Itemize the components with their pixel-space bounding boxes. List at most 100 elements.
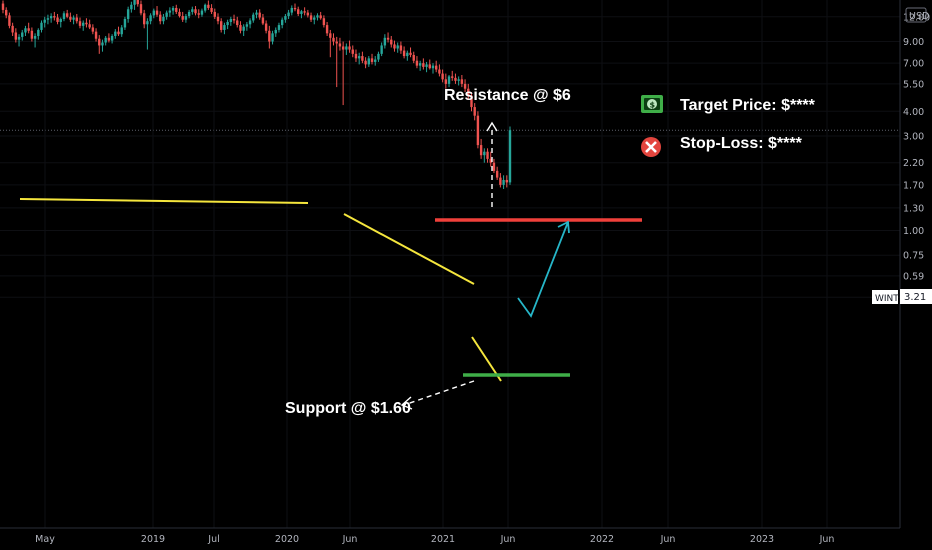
candle — [98, 35, 101, 54]
candle-body — [293, 7, 297, 10]
candle — [287, 9, 290, 19]
candle — [136, 0, 139, 7]
candle — [175, 4, 178, 14]
candle-body — [329, 33, 332, 38]
y-tick-label: 3.00 — [903, 132, 924, 143]
candle-body — [479, 145, 483, 156]
candle-body — [495, 170, 499, 178]
candle — [383, 34, 387, 49]
support-label: Support @ $1.60 — [285, 400, 411, 417]
candle — [332, 33, 335, 46]
candle — [329, 29, 332, 58]
candle-body — [502, 179, 505, 185]
candle — [91, 24, 95, 35]
candles — [1, 0, 512, 190]
candle — [171, 6, 175, 15]
x-tick-label: 2021 — [431, 534, 455, 545]
candle — [56, 13, 59, 25]
candle — [438, 64, 441, 77]
candle — [191, 6, 194, 15]
candle-body — [101, 42, 104, 46]
candle — [223, 22, 226, 35]
candle — [297, 6, 300, 17]
candle-body — [139, 4, 143, 14]
candle — [322, 15, 326, 28]
candle-body — [8, 15, 11, 26]
candle — [114, 29, 117, 39]
candle-body — [348, 46, 351, 50]
y-tick-label: 2.20 — [903, 158, 924, 169]
candle — [441, 69, 444, 83]
support-arrowhead — [400, 396, 413, 410]
candle — [245, 21, 249, 31]
candle-body — [300, 11, 303, 14]
candle — [486, 148, 489, 163]
candle-body — [483, 151, 486, 156]
candle — [351, 45, 354, 58]
candle-body — [319, 15, 322, 19]
candle — [46, 14, 50, 25]
candle — [325, 21, 329, 36]
candle-body — [216, 16, 220, 22]
support-dashed-arrow — [403, 380, 475, 406]
candle — [88, 19, 91, 30]
candle-body — [46, 18, 50, 20]
candle-body — [17, 36, 21, 40]
candle-body — [178, 11, 181, 17]
candle — [165, 10, 168, 20]
candle-body — [377, 53, 380, 60]
candle-body — [94, 31, 98, 39]
price-axis[interactable]: 40.0030.0022.0016.0012.009.007.005.504.0… — [899, 0, 932, 528]
candle — [444, 73, 448, 89]
candle — [338, 37, 342, 51]
candle-body — [268, 30, 271, 42]
candle-body — [457, 79, 460, 81]
y-tick-label: 0.75 — [903, 251, 924, 262]
candle-body — [203, 4, 207, 11]
candle — [117, 26, 120, 36]
candle — [284, 13, 287, 23]
candle — [210, 4, 213, 14]
candle-body — [380, 45, 383, 54]
candle — [239, 21, 242, 34]
candle — [447, 74, 451, 88]
candle-body — [27, 28, 30, 31]
candle-body — [117, 31, 120, 35]
time-axis[interactable]: May 2019 Jul 2020 Jun 2021 Jun 2022 Jun 2023 Jun — [0, 527, 932, 550]
candle-body — [40, 22, 43, 30]
candle-body — [470, 95, 473, 108]
candle — [142, 9, 146, 29]
candle-body — [306, 12, 310, 16]
candle-body — [425, 64, 428, 67]
candle-body — [33, 35, 37, 39]
candle — [184, 13, 188, 23]
candle-body — [492, 162, 496, 171]
candle-body — [454, 77, 457, 81]
candle-body — [181, 16, 184, 20]
candle-body — [210, 7, 213, 12]
candle — [502, 175, 505, 190]
symbol-tag: WINT — [872, 290, 899, 304]
candle — [110, 34, 114, 44]
candle — [37, 28, 40, 40]
candle-body — [43, 19, 46, 23]
candle — [104, 35, 107, 46]
candle — [508, 126, 512, 185]
candle-body — [313, 17, 316, 20]
candle — [17, 34, 21, 47]
candle-body — [264, 23, 268, 31]
candle-body — [107, 37, 111, 41]
candle-body — [341, 46, 345, 50]
candle-body — [49, 16, 53, 19]
candle — [422, 58, 425, 70]
candle — [139, 0, 143, 16]
candle — [72, 15, 75, 25]
candle — [396, 42, 399, 53]
candle-body — [309, 15, 313, 20]
candle — [495, 166, 499, 180]
candle-body — [85, 22, 88, 25]
candle — [457, 76, 460, 86]
candle-body — [123, 18, 127, 28]
candle — [53, 11, 56, 21]
